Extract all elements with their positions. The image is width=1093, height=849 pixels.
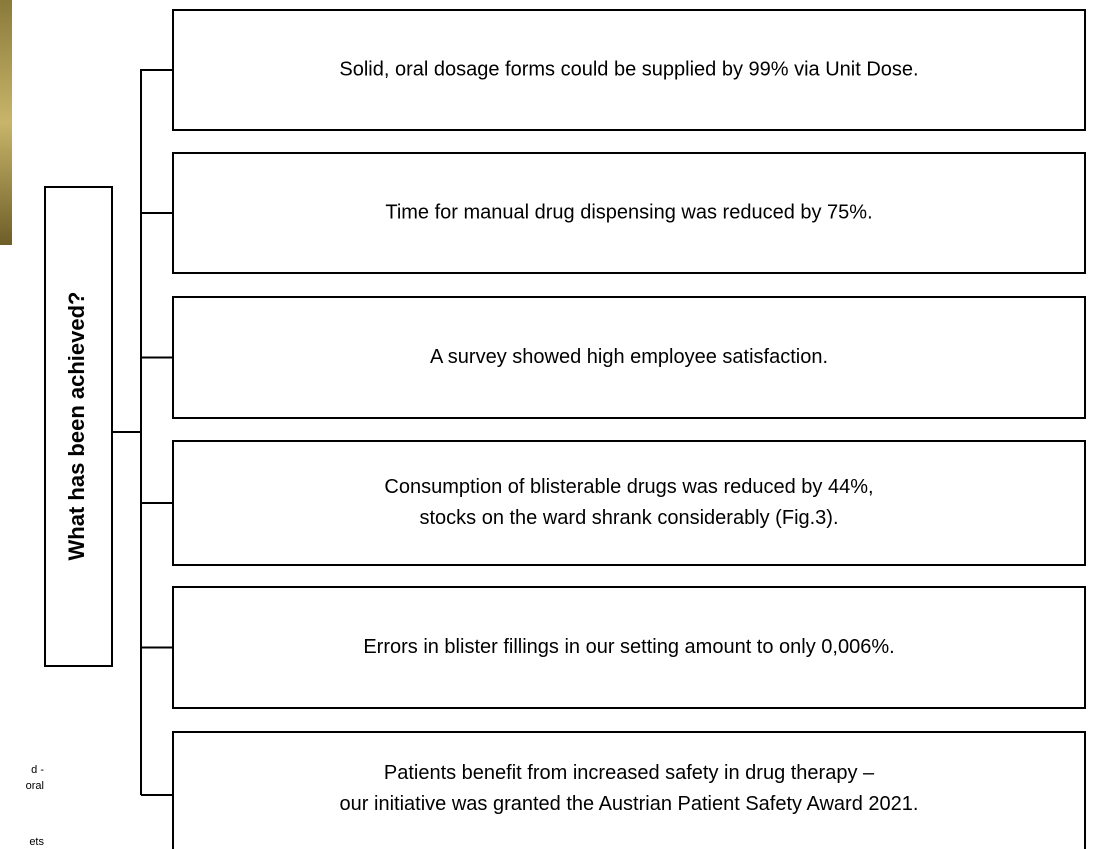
node-text: A survey showed high employee satisfacti… <box>430 346 828 368</box>
node-box <box>173 441 1085 565</box>
node-text: Consumption of blisterable drugs was red… <box>384 476 873 498</box>
node-text: Solid, oral dosage forms could be suppli… <box>339 58 918 80</box>
fragment: oral <box>26 780 44 792</box>
node-text: stocks on the ward shrank considerably (… <box>419 507 838 529</box>
node-text: Patients benefit from increased safety i… <box>384 762 875 784</box>
node-text: Time for manual drug dispensing was redu… <box>385 201 872 223</box>
fragment: d - <box>31 764 44 776</box>
node-text: our initiative was granted the Austrian … <box>340 793 919 815</box>
diagram: d - oral ets What has been achieved? Sol… <box>0 0 1093 849</box>
title: What has been achieved? <box>64 292 89 561</box>
node-text: Errors in blister fillings in our settin… <box>363 636 894 658</box>
node-box <box>173 732 1085 849</box>
cropped-image <box>0 0 12 245</box>
fragment: ets <box>29 836 44 848</box>
node-list: Solid, oral dosage forms could be suppli… <box>141 10 1085 849</box>
